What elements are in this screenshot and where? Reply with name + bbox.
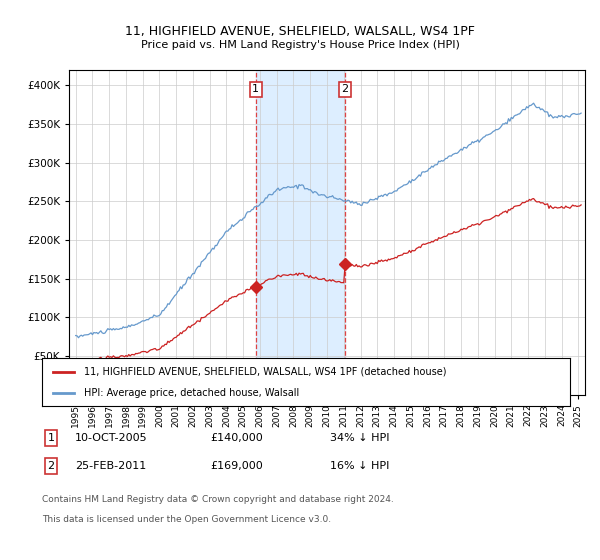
- Text: HPI: Average price, detached house, Walsall: HPI: Average price, detached house, Wals…: [84, 388, 299, 398]
- Text: 1: 1: [252, 85, 259, 94]
- Text: 10-OCT-2005: 10-OCT-2005: [75, 433, 148, 443]
- Text: £140,000: £140,000: [210, 433, 263, 443]
- Text: This data is licensed under the Open Government Licence v3.0.: This data is licensed under the Open Gov…: [42, 515, 331, 524]
- Text: Contains HM Land Registry data © Crown copyright and database right 2024.: Contains HM Land Registry data © Crown c…: [42, 495, 394, 504]
- Bar: [256, 70, 345, 395]
- Text: 16% ↓ HPI: 16% ↓ HPI: [330, 461, 389, 471]
- Text: 11, HIGHFIELD AVENUE, SHELFIELD, WALSALL, WS4 1PF: 11, HIGHFIELD AVENUE, SHELFIELD, WALSALL…: [125, 25, 475, 38]
- Text: 25-FEB-2011: 25-FEB-2011: [75, 461, 146, 471]
- Text: 34% ↓ HPI: 34% ↓ HPI: [330, 433, 389, 443]
- Text: 1: 1: [47, 433, 55, 443]
- Text: 2: 2: [341, 85, 349, 94]
- Text: 2: 2: [47, 461, 55, 471]
- Text: £169,000: £169,000: [210, 461, 263, 471]
- Text: Price paid vs. HM Land Registry's House Price Index (HPI): Price paid vs. HM Land Registry's House …: [140, 40, 460, 50]
- Text: 11, HIGHFIELD AVENUE, SHELFIELD, WALSALL, WS4 1PF (detached house): 11, HIGHFIELD AVENUE, SHELFIELD, WALSALL…: [84, 367, 447, 377]
